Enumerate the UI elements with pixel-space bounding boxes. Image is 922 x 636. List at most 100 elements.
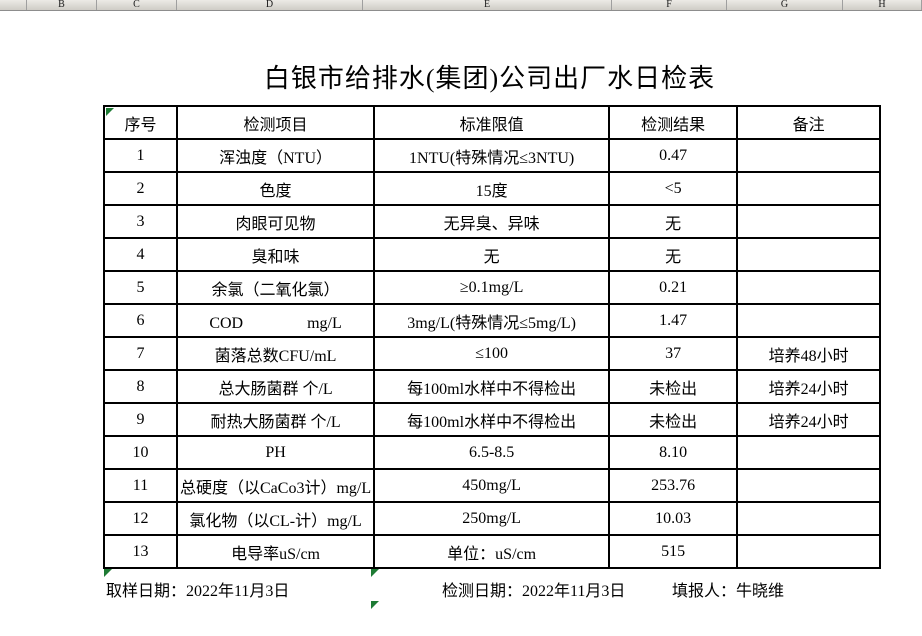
- table-cell[interactable]: 10.03: [608, 501, 739, 536]
- column-header-F[interactable]: F: [612, 0, 727, 10]
- header-cell-1[interactable]: 检测项目: [175, 105, 376, 140]
- table-row: 12 氯化物（以CL-计）mg/L 250mg/L 10.03: [103, 501, 882, 536]
- table-cell[interactable]: 11: [103, 468, 178, 503]
- table-cell[interactable]: ≥0.1mg/L: [373, 270, 611, 305]
- table-cell[interactable]: 培养48小时: [736, 336, 882, 371]
- table-row: 8 总大肠菌群 个/L 每100ml水样中不得检出 未检出 培养24小时: [103, 369, 882, 404]
- table-row: 2 色度 15度 <5: [103, 171, 882, 206]
- table-row: 10 PH 6.5-8.5 8.10: [103, 435, 882, 470]
- table-cell[interactable]: [736, 237, 882, 272]
- header-cell-2[interactable]: 标准限值: [373, 105, 611, 140]
- table-cell[interactable]: 2: [103, 171, 178, 206]
- table-cell[interactable]: COD mg/L: [175, 303, 376, 338]
- inspection-table: 序号 检测项目 标准限值 检测结果 备注 1 浑浊度（NTU） 1NTU(特殊情况≤3NTU…: [103, 105, 882, 569]
- table-cell[interactable]: [736, 204, 882, 239]
- table-cell[interactable]: 未检出: [608, 402, 739, 437]
- table-cell[interactable]: 12: [103, 501, 178, 536]
- table-cell[interactable]: 电导率uS/cm: [175, 534, 376, 569]
- table-cell[interactable]: [736, 501, 882, 536]
- table-cell[interactable]: 余氯（二氧化氯）: [175, 270, 376, 305]
- table-cell[interactable]: 9: [103, 402, 178, 437]
- table-cell[interactable]: 无: [608, 204, 739, 239]
- table-row: 4 臭和味无无: [103, 237, 882, 272]
- table-cell[interactable]: 8.10: [608, 435, 739, 470]
- header-cell-3[interactable]: 检测结果: [608, 105, 739, 140]
- table-cell[interactable]: 515: [608, 534, 739, 569]
- table-cell[interactable]: 253.76: [608, 468, 739, 503]
- cell-error-indicator-icon: [371, 569, 379, 577]
- table-cell[interactable]: 7: [103, 336, 178, 371]
- table-row: 1 浑浊度（NTU） 1NTU(特殊情况≤3NTU) 0.47: [103, 138, 882, 173]
- table-cell[interactable]: 每100ml水样中不得检出: [373, 402, 611, 437]
- table-row: 11 总硬度（以CaCo3计）mg/L 450mg/L 253.76: [103, 468, 882, 503]
- sampling-date-cell[interactable]: 取样日期：2022年11月3日: [106, 583, 290, 600]
- table-cell[interactable]: 0.21: [608, 270, 739, 305]
- table-cell[interactable]: PH: [175, 435, 376, 470]
- table-row: 9 耐热大肠菌群 个/L 每100ml水样中不得检出 未检出 培养24小时: [103, 402, 882, 437]
- table-cell[interactable]: <5: [608, 171, 739, 206]
- table-cell[interactable]: 总大肠菌群 个/L: [175, 369, 376, 404]
- column-header-H[interactable]: H: [843, 0, 922, 10]
- table-cell[interactable]: 10: [103, 435, 178, 470]
- column-header-E[interactable]: E: [363, 0, 612, 10]
- table-cell[interactable]: 3: [103, 204, 178, 239]
- table-cell[interactable]: 13: [103, 534, 178, 569]
- table-row: 3 肉眼可见物 无异臭、异味无: [103, 204, 882, 239]
- reporter-cell[interactable]: 填报人：牛晓维: [672, 583, 785, 600]
- table-cell[interactable]: 无: [373, 237, 611, 272]
- table-cell[interactable]: 氯化物（以CL-计）mg/L: [175, 501, 376, 536]
- table-cell[interactable]: [736, 138, 882, 173]
- cell-error-indicator-icon: [371, 601, 379, 609]
- table-cell[interactable]: 浑浊度（NTU）: [175, 138, 376, 173]
- column-header-partial[interactable]: [0, 0, 27, 10]
- table-cell[interactable]: 4: [103, 237, 178, 272]
- table-cell[interactable]: 8: [103, 369, 178, 404]
- column-header-D[interactable]: D: [177, 0, 363, 10]
- column-header-C[interactable]: C: [97, 0, 177, 10]
- table-cell[interactable]: 1NTU(特殊情况≤3NTU): [373, 138, 611, 173]
- table-cell[interactable]: 无: [608, 237, 739, 272]
- table-cell[interactable]: 无异臭、异味: [373, 204, 611, 239]
- table-cell[interactable]: 15度: [373, 171, 611, 206]
- table-cell[interactable]: 耐热大肠菌群 个/L: [175, 402, 376, 437]
- table-row: 13 电导率uS/cm 单位：uS/cm 515: [103, 534, 882, 569]
- table-cell[interactable]: 1.47: [608, 303, 739, 338]
- table-cell[interactable]: 37: [608, 336, 739, 371]
- report-title: 白银市给排水(集团)公司出厂水日检表: [263, 64, 716, 93]
- table-cell[interactable]: 培养24小时: [736, 402, 882, 437]
- table-cell[interactable]: 3mg/L(特殊情况≤5mg/L): [373, 303, 611, 338]
- table-cell[interactable]: 肉眼可见物: [175, 204, 376, 239]
- table-cell[interactable]: 450mg/L: [373, 468, 611, 503]
- table-row: 6 COD mg/L 3mg/L(特殊情况≤5mg/L) 1.47: [103, 303, 882, 338]
- table-cell[interactable]: 臭和味: [175, 237, 376, 272]
- table-cell[interactable]: 0.47: [608, 138, 739, 173]
- table-cell[interactable]: ≤100: [373, 336, 611, 371]
- table-cell[interactable]: [736, 435, 882, 470]
- table-cell[interactable]: [736, 468, 882, 503]
- cell-error-indicator-icon: [106, 108, 114, 116]
- table-cell[interactable]: 总硬度（以CaCo3计）mg/L: [175, 468, 376, 503]
- table-cell[interactable]: 色度: [175, 171, 376, 206]
- header-cell-4[interactable]: 备注: [736, 105, 882, 140]
- table-cell[interactable]: 培养24小时: [736, 369, 882, 404]
- table-cell[interactable]: 1: [103, 138, 178, 173]
- test-date-cell[interactable]: 检测日期：2022年11月3日: [442, 583, 626, 600]
- column-header-G[interactable]: G: [727, 0, 843, 10]
- table-cell[interactable]: 5: [103, 270, 178, 305]
- table-cell[interactable]: [736, 534, 882, 569]
- table-cell[interactable]: 6.5-8.5: [373, 435, 611, 470]
- table-cell[interactable]: [736, 270, 882, 305]
- table-row: 7 菌落总数CFU/mL ≤100 37 培养48小时: [103, 336, 882, 371]
- column-header-B[interactable]: B: [27, 0, 97, 10]
- header-cell-0[interactable]: 序号: [103, 105, 178, 140]
- table-cell[interactable]: 单位：uS/cm: [373, 534, 611, 569]
- table-cell[interactable]: [736, 171, 882, 206]
- table-cell[interactable]: 每100ml水样中不得检出: [373, 369, 611, 404]
- table-cell[interactable]: 菌落总数CFU/mL: [175, 336, 376, 371]
- table-cell[interactable]: 未检出: [608, 369, 739, 404]
- table-header-row: 序号 检测项目 标准限值 检测结果 备注: [103, 105, 882, 140]
- table-cell[interactable]: 250mg/L: [373, 501, 611, 536]
- table-cell[interactable]: 6: [103, 303, 178, 338]
- table-cell[interactable]: [736, 303, 882, 338]
